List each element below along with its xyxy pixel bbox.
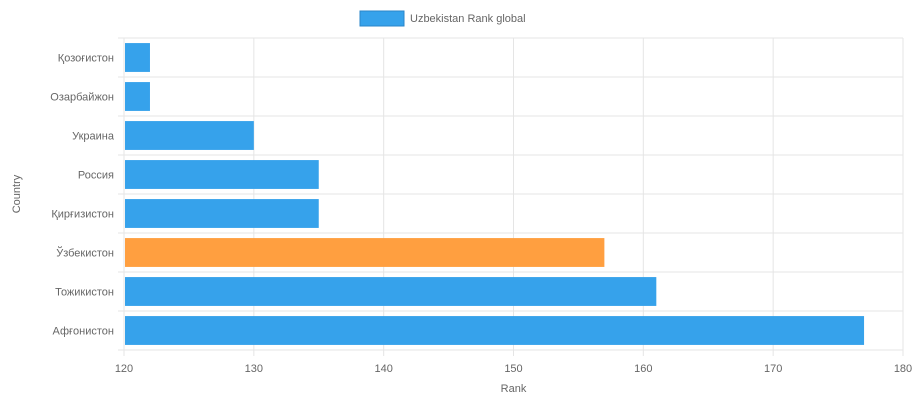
- bar[interactable]: [125, 82, 150, 111]
- x-axis-tick-labels: 120 130 140 150 160 170 180: [115, 363, 912, 375]
- y-axis-tick-labels: Қозоғистон Озарбайжон Украина Россия Қирғизи…: [50, 53, 115, 338]
- bar[interactable]: [125, 238, 605, 267]
- bar[interactable]: [125, 121, 254, 150]
- legend-swatch[interactable]: [359, 10, 405, 27]
- y-tick-label: Қирғизистон: [51, 209, 114, 221]
- y-tick-label: Афғонистон: [53, 326, 114, 338]
- x-axis-title: Rank: [501, 383, 527, 395]
- legend-label[interactable]: Uzbekistan Rank global: [410, 13, 526, 25]
- x-tick-label: 130: [245, 363, 263, 375]
- y-tick-label: Россия: [78, 170, 114, 182]
- x-tick-label: 180: [894, 363, 912, 375]
- bar[interactable]: [125, 277, 657, 306]
- x-tick-label: 140: [374, 363, 392, 375]
- bar[interactable]: [125, 316, 865, 345]
- x-tick-label: 120: [115, 363, 133, 375]
- chart-bars: [125, 43, 865, 345]
- y-tick-label: Озарбайжон: [50, 92, 114, 104]
- bar[interactable]: [125, 160, 319, 189]
- y-tick-label: Тожикистон: [55, 287, 114, 299]
- chart-legend[interactable]: Uzbekistan Rank global: [359, 10, 526, 27]
- chart-grid: [118, 37, 904, 356]
- bar[interactable]: [125, 199, 319, 228]
- bar[interactable]: [125, 43, 150, 72]
- y-axis-title: Country: [11, 174, 23, 213]
- x-tick-label: 160: [634, 363, 652, 375]
- y-tick-label: Қозоғистон: [58, 53, 114, 65]
- x-tick-label: 170: [764, 363, 782, 375]
- y-tick-label: Украина: [72, 131, 115, 143]
- y-tick-label: Ўзбекистон: [56, 247, 114, 260]
- x-tick-label: 150: [504, 363, 522, 375]
